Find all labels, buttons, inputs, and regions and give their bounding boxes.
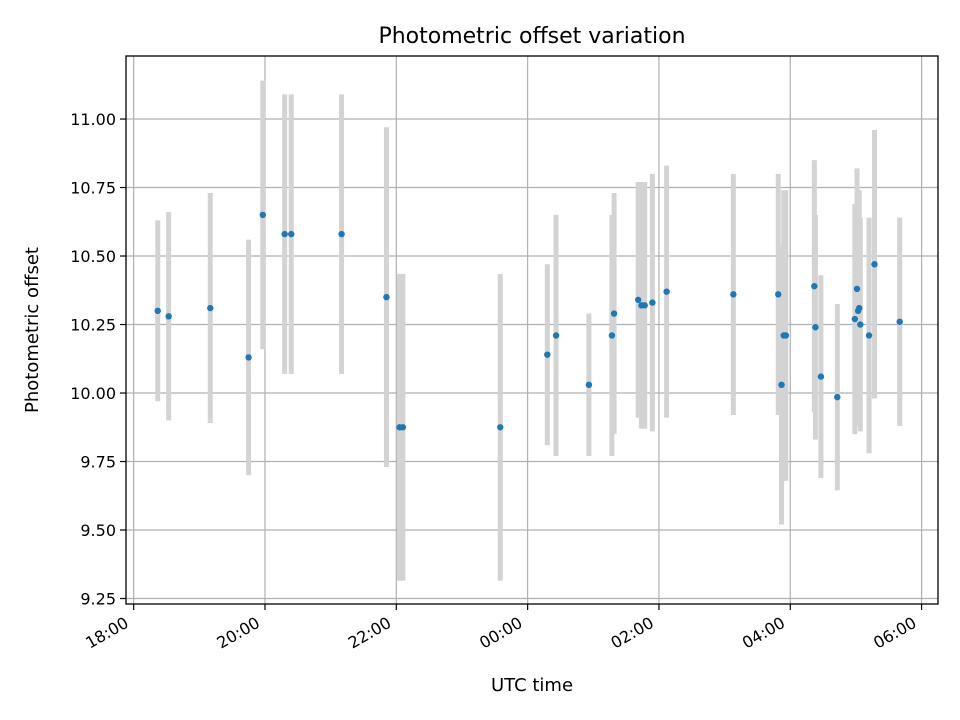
data-point	[610, 310, 618, 317]
data-point	[245, 354, 252, 361]
x-tick-label: 02:00	[608, 613, 657, 653]
x-tick-label: 18:00	[82, 613, 131, 653]
data-point	[730, 291, 737, 298]
y-tick-label: 9.50	[80, 521, 116, 540]
x-tick-label: 04:00	[739, 613, 788, 653]
y-axis-ticks: 9.25 9.50 9.75 10.00 10.25 10.50 10.75 11.00	[70, 110, 126, 609]
data-point	[851, 315, 859, 323]
data-point	[812, 324, 819, 331]
data-point	[552, 332, 560, 339]
x-tick-label: 00:00	[476, 613, 525, 653]
data-point	[338, 230, 345, 238]
data-point	[811, 282, 818, 290]
y-tick-label: 9.75	[80, 453, 116, 472]
y-tick-label: 11.00	[70, 110, 116, 129]
data-point	[399, 424, 407, 431]
y-tick-label: 10.25	[70, 316, 116, 335]
data-point	[165, 313, 172, 320]
data-point	[856, 304, 863, 312]
data-point	[871, 261, 878, 268]
data-point	[259, 211, 266, 219]
data-point	[585, 381, 593, 388]
data-point	[497, 424, 504, 431]
data-point	[649, 299, 656, 306]
data-point	[834, 393, 841, 401]
y-gridlines	[126, 118, 938, 600]
data-points	[154, 211, 903, 431]
data-point	[896, 318, 903, 325]
y-axis-label: Photometric offset	[22, 247, 43, 413]
y-tick-label: 10.75	[70, 179, 116, 198]
data-point	[857, 321, 864, 328]
x-tick-label: 20:00	[214, 613, 263, 653]
data-point	[775, 291, 782, 298]
data-point	[281, 230, 288, 238]
x-axis-ticks: 18:00 20:00 22:00 00:00 02:00 04:00 06:00	[82, 604, 923, 653]
chart-title: Photometric offset variation	[378, 24, 685, 49]
data-point	[663, 288, 670, 295]
y-tick-label: 10.00	[70, 384, 116, 403]
data-point	[207, 304, 214, 312]
plot-frame	[125, 55, 939, 605]
data-point	[288, 230, 295, 238]
data-point	[544, 351, 551, 358]
data-point	[817, 373, 825, 380]
data-point	[853, 285, 861, 293]
y-tick-label: 10.50	[70, 247, 116, 266]
data-point	[154, 307, 161, 315]
data-point	[782, 332, 790, 339]
data-point	[383, 293, 390, 301]
data-point	[778, 381, 785, 388]
y-tick-label: 9.25	[80, 590, 116, 609]
x-tick-label: 06:00	[870, 613, 919, 653]
data-point	[634, 296, 642, 304]
data-point	[608, 332, 616, 339]
x-tick-label: 22:00	[345, 613, 394, 653]
x-axis-label: UTC time	[491, 675, 573, 696]
data-point	[865, 332, 873, 339]
data-point	[641, 302, 648, 309]
